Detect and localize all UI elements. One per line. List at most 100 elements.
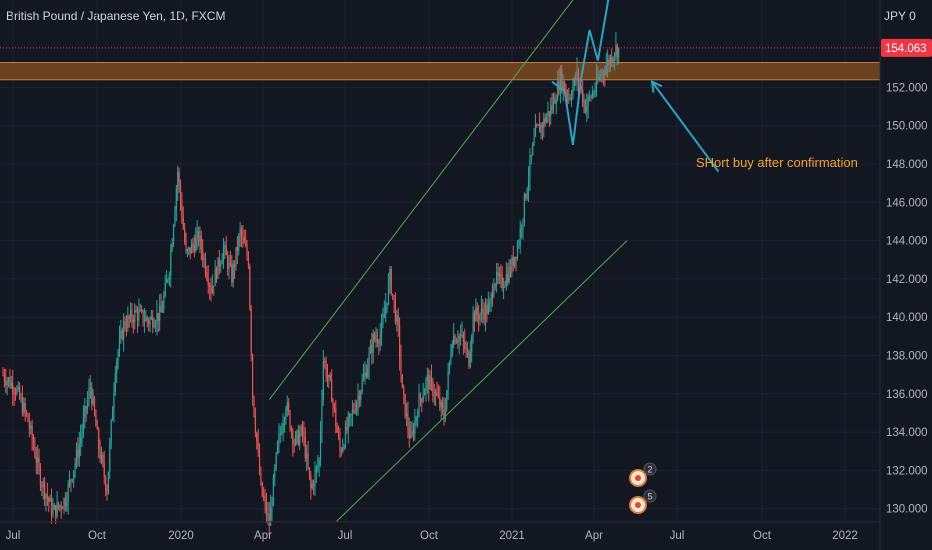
candle-body <box>217 257 219 279</box>
candle-body <box>125 327 128 329</box>
candle-body <box>602 71 605 74</box>
candle-body <box>106 489 108 494</box>
candle-body <box>45 494 47 499</box>
candle-body <box>611 56 613 63</box>
candle-body <box>174 210 176 226</box>
candle-body <box>276 442 279 453</box>
candle-body <box>286 402 288 410</box>
candle-body <box>25 411 28 415</box>
candle-body <box>566 92 568 98</box>
candle-body <box>178 172 180 183</box>
candle-body <box>96 426 98 430</box>
candle-body <box>311 483 313 489</box>
candle-body <box>573 77 575 87</box>
candle-body <box>583 101 585 103</box>
candle-body <box>30 425 32 429</box>
candle-body <box>92 398 94 405</box>
candle-body <box>401 374 403 388</box>
candle-body <box>215 268 218 279</box>
candle-body <box>383 313 385 318</box>
candle-body <box>450 355 452 362</box>
candle-body <box>292 430 294 444</box>
candle-body <box>193 245 195 252</box>
candle-body <box>80 437 82 445</box>
x-tick-label: Oct <box>88 530 107 542</box>
candle-body <box>557 81 559 101</box>
candles <box>2 32 620 536</box>
candle-body <box>508 266 510 283</box>
candle-body <box>64 498 66 506</box>
candle-body <box>559 70 562 91</box>
candle-body <box>256 432 258 442</box>
candle-body <box>5 380 7 385</box>
candle-body <box>586 105 588 113</box>
candle-body <box>289 411 291 430</box>
candle-body <box>390 268 392 294</box>
candle-body <box>525 194 527 199</box>
candle-body <box>314 471 316 487</box>
candle-body <box>371 345 373 353</box>
candle-body <box>120 330 122 339</box>
candle-body <box>225 245 227 255</box>
y-tick-label: 132.000 <box>886 465 928 477</box>
candle-body <box>473 312 476 322</box>
candle-body <box>591 93 593 98</box>
candle-body <box>451 344 453 356</box>
candle-body <box>411 430 413 435</box>
candle-body <box>584 101 586 113</box>
candle-body <box>423 390 426 396</box>
candle-body <box>239 229 241 236</box>
candle-body <box>357 395 359 403</box>
candle-body <box>496 271 498 285</box>
candle-body <box>408 428 410 438</box>
candle-body <box>34 446 36 458</box>
candle-body <box>322 360 324 401</box>
candle-body <box>13 392 15 394</box>
channel-lower-line <box>335 240 628 523</box>
candle-body <box>461 334 463 336</box>
candle-body <box>425 380 427 391</box>
candle-body <box>545 116 548 123</box>
candle-body <box>490 293 492 303</box>
candle-body <box>430 376 433 381</box>
candle-body <box>349 414 351 418</box>
candle-body <box>75 449 78 463</box>
candle-body <box>569 98 571 100</box>
x-tick-label: 2021 <box>499 530 525 542</box>
candle-body <box>564 81 566 91</box>
candle-body <box>250 308 252 355</box>
candle-body <box>56 502 58 517</box>
y-tick-label: 150.000 <box>886 121 928 133</box>
candle-body <box>500 274 502 276</box>
candle-body <box>369 345 372 354</box>
x-tick-label: Oct <box>420 530 439 542</box>
candle-body <box>270 507 272 526</box>
candle-body <box>575 77 577 81</box>
candle-body <box>243 237 245 244</box>
candle-body <box>303 431 305 438</box>
candle-body <box>44 481 46 499</box>
candle-body <box>550 105 552 116</box>
candle-body <box>196 230 198 238</box>
candle-body <box>38 457 40 468</box>
candle-body <box>296 430 298 434</box>
candle-body <box>146 317 148 321</box>
candle-body <box>505 274 507 285</box>
candle-body <box>294 433 297 445</box>
candle-body <box>145 317 147 322</box>
candle-body <box>328 374 330 378</box>
candle-body <box>156 312 158 324</box>
candle-body <box>299 433 301 445</box>
candle-body <box>465 348 467 350</box>
candle-body <box>285 409 287 420</box>
y-tick-label: 144.000 <box>886 236 928 248</box>
candle-body <box>321 400 323 431</box>
candle-body <box>240 229 243 237</box>
candle-body <box>530 154 532 159</box>
y-tick-label: 142.000 <box>886 274 928 286</box>
candle-body <box>444 409 446 420</box>
candle-body <box>14 393 17 395</box>
candle-body <box>24 403 26 412</box>
candle-body <box>478 314 480 320</box>
